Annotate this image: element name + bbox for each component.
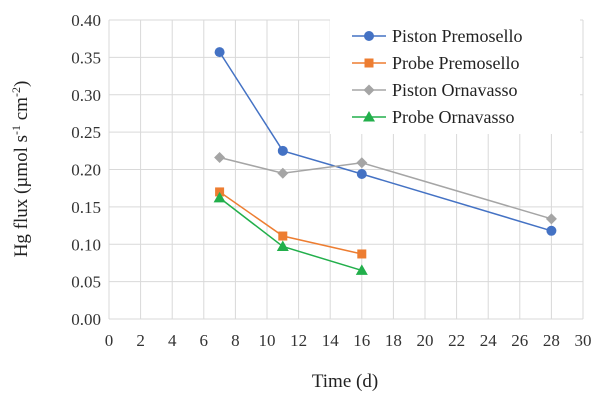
y-tick-label: 0.05: [71, 273, 101, 292]
data-point-probe-premosello: [278, 231, 288, 241]
legend-marker-piston-premosello: [364, 31, 374, 41]
y-tick-labels: 0.00 0.05 0.10 0.15 0.20 0.25 0.30 0.35 0.40: [71, 11, 101, 329]
data-point-piston-ornavasso: [356, 157, 368, 169]
y-axis-label-text: Hg flux (µmol s: [11, 135, 32, 257]
x-tick-label: 4: [168, 331, 177, 350]
x-tick-label: 30: [575, 331, 592, 350]
series-probe-ornavasso: [213, 191, 368, 275]
data-point-piston-premosello: [356, 168, 367, 179]
y-tick-label: 0.10: [71, 235, 101, 254]
series-line-probe-ornavasso: [219, 197, 363, 272]
y-axis-label-exponent-2: -2: [9, 87, 23, 97]
x-tick-label: 24: [480, 331, 498, 350]
series-line-piston-ornavasso: [219, 156, 552, 220]
series-piston-premosello: [214, 47, 557, 236]
data-point-piston-premosello: [214, 47, 225, 58]
data-series: [213, 47, 557, 275]
x-tick-label: 0: [105, 331, 114, 350]
x-tick-label: 18: [385, 331, 402, 350]
y-axis-label: Hg flux (µmol s-1 cm-2): [9, 81, 32, 258]
x-tick-label: 12: [290, 331, 307, 350]
x-tick-label: 16: [353, 331, 370, 350]
series-piston-ornavasso: [214, 152, 557, 225]
series-line-piston-premosello: [218, 51, 552, 232]
data-point-piston-premosello: [277, 145, 288, 156]
x-tick-label: 6: [200, 331, 209, 350]
legend-label: Piston Ornavasso: [392, 80, 518, 100]
data-point-piston-premosello: [546, 225, 557, 236]
legend-marker-piston-ornavasso: [363, 84, 375, 96]
data-point-piston-ornavasso: [214, 152, 226, 164]
x-tick-labels: 0 2 4 6 8 10 12 14 16 18 20 22 24 26 28 30: [105, 331, 592, 350]
x-tick-label: 8: [231, 331, 240, 350]
legend-label: Piston Premosello: [392, 26, 523, 46]
series-probe-premosello: [215, 187, 367, 259]
x-tick-label: 28: [543, 331, 560, 350]
y-tick-label: 0.30: [71, 86, 101, 105]
legend-label: Probe Ornavasso: [392, 107, 514, 127]
legend: Piston Premosello Probe Premosello Piston …: [330, 12, 580, 134]
legend-item-piston-ornavasso: Piston Ornavasso: [352, 80, 518, 100]
data-point-probe-ornavasso: [276, 240, 289, 251]
y-tick-label: 0.20: [71, 161, 101, 180]
y-tick-label: 0.15: [71, 198, 101, 217]
legend-item-probe-premosello: Probe Premosello: [352, 53, 520, 73]
x-tick-label: 26: [511, 331, 528, 350]
y-tick-label: 0.35: [71, 48, 101, 67]
data-point-piston-ornavasso: [545, 213, 557, 225]
legend-item-piston-premosello: Piston Premosello: [352, 26, 523, 46]
legend-marker-probe-ornavasso: [363, 111, 375, 122]
x-tick-label: 2: [136, 331, 145, 350]
data-point-piston-ornavasso: [277, 167, 289, 179]
x-tick-label: 22: [448, 331, 465, 350]
x-tick-label: 14: [322, 331, 340, 350]
x-tick-label: 20: [417, 331, 434, 350]
x-axis-label: Time (d): [312, 371, 378, 392]
y-tick-label: 0.25: [71, 123, 101, 142]
x-tick-label: 10: [259, 331, 276, 350]
legend-item-probe-ornavasso: Probe Ornavasso: [352, 107, 514, 127]
y-tick-label: 0.40: [71, 11, 101, 30]
data-point-probe-premosello: [357, 249, 367, 259]
y-axis-label-close: ): [11, 81, 32, 87]
data-point-probe-ornavasso: [355, 264, 368, 275]
legend-label: Probe Premosello: [392, 53, 520, 73]
y-tick-label: 0.00: [71, 310, 101, 329]
data-point-probe-ornavasso: [213, 191, 226, 203]
y-axis-label-exponent-1: -1: [9, 125, 23, 135]
y-axis-label-unit: cm: [11, 97, 32, 125]
legend-marker-probe-premosello: [364, 58, 374, 68]
